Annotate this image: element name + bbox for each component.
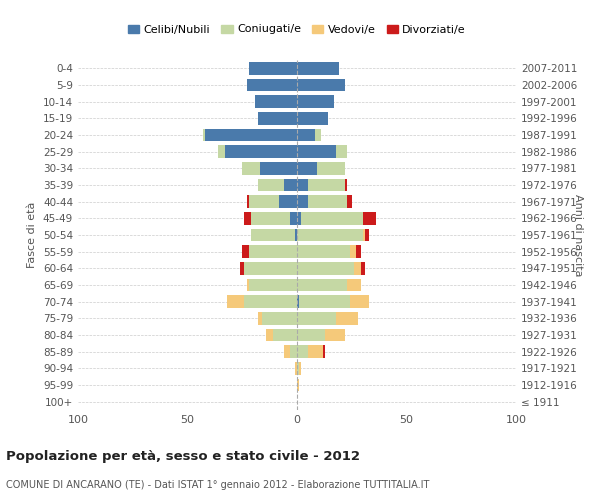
- Bar: [299, 362, 301, 374]
- Bar: [257, 112, 297, 124]
- Bar: [297, 346, 308, 358]
- Bar: [218, 146, 225, 158]
- Bar: [280, 196, 297, 208]
- Bar: [290, 346, 297, 358]
- Bar: [345, 179, 347, 191]
- Bar: [284, 179, 297, 191]
- Bar: [284, 346, 290, 358]
- Bar: [225, 146, 297, 158]
- Bar: [297, 179, 308, 191]
- Bar: [297, 362, 299, 374]
- Bar: [361, 262, 365, 274]
- Bar: [251, 229, 295, 241]
- Bar: [205, 128, 297, 141]
- Bar: [297, 78, 345, 91]
- Bar: [362, 212, 376, 224]
- Bar: [308, 346, 323, 358]
- Bar: [356, 246, 361, 258]
- Bar: [247, 78, 297, 91]
- Bar: [325, 329, 345, 341]
- Bar: [297, 262, 354, 274]
- Bar: [297, 229, 362, 241]
- Bar: [297, 112, 328, 124]
- Bar: [297, 62, 338, 74]
- Bar: [244, 262, 297, 274]
- Bar: [297, 96, 334, 108]
- Legend: Celibi/Nubili, Coniugati/e, Vedovi/e, Divorziati/e: Celibi/Nubili, Coniugati/e, Vedovi/e, Di…: [124, 20, 470, 39]
- Bar: [295, 229, 297, 241]
- Bar: [247, 279, 249, 291]
- Bar: [301, 212, 362, 224]
- Bar: [273, 329, 297, 341]
- Bar: [249, 279, 297, 291]
- Bar: [262, 312, 297, 324]
- Bar: [249, 196, 280, 208]
- Bar: [249, 62, 297, 74]
- Bar: [242, 162, 260, 174]
- Bar: [347, 196, 352, 208]
- Bar: [227, 296, 244, 308]
- Text: COMUNE DI ANCARANO (TE) - Dati ISTAT 1° gennaio 2012 - Elaborazione TUTTITALIA.I: COMUNE DI ANCARANO (TE) - Dati ISTAT 1° …: [6, 480, 430, 490]
- Bar: [295, 362, 297, 374]
- Bar: [297, 246, 350, 258]
- Bar: [337, 312, 358, 324]
- Bar: [314, 128, 321, 141]
- Bar: [247, 196, 249, 208]
- Y-axis label: Fasce di età: Fasce di età: [28, 202, 37, 268]
- Bar: [350, 296, 369, 308]
- Bar: [297, 128, 314, 141]
- Bar: [251, 212, 290, 224]
- Bar: [354, 262, 361, 274]
- Bar: [297, 379, 299, 391]
- Bar: [266, 329, 273, 341]
- Y-axis label: Anni di nascita: Anni di nascita: [573, 194, 583, 276]
- Bar: [297, 212, 301, 224]
- Bar: [297, 329, 325, 341]
- Bar: [290, 212, 297, 224]
- Bar: [347, 279, 361, 291]
- Bar: [337, 146, 347, 158]
- Bar: [256, 96, 297, 108]
- Bar: [365, 229, 369, 241]
- Bar: [350, 246, 356, 258]
- Bar: [317, 162, 345, 174]
- Bar: [257, 312, 262, 324]
- Bar: [297, 279, 347, 291]
- Text: Popolazione per età, sesso e stato civile - 2012: Popolazione per età, sesso e stato civil…: [6, 450, 360, 463]
- Bar: [297, 162, 317, 174]
- Bar: [242, 246, 249, 258]
- Bar: [308, 179, 345, 191]
- Bar: [244, 212, 251, 224]
- Bar: [299, 296, 350, 308]
- Bar: [297, 146, 337, 158]
- Bar: [362, 229, 365, 241]
- Bar: [240, 262, 244, 274]
- Bar: [323, 346, 325, 358]
- Bar: [257, 179, 284, 191]
- Bar: [249, 246, 297, 258]
- Bar: [297, 312, 337, 324]
- Bar: [244, 296, 297, 308]
- Bar: [203, 128, 205, 141]
- Bar: [297, 296, 299, 308]
- Bar: [297, 196, 308, 208]
- Bar: [308, 196, 347, 208]
- Bar: [260, 162, 297, 174]
